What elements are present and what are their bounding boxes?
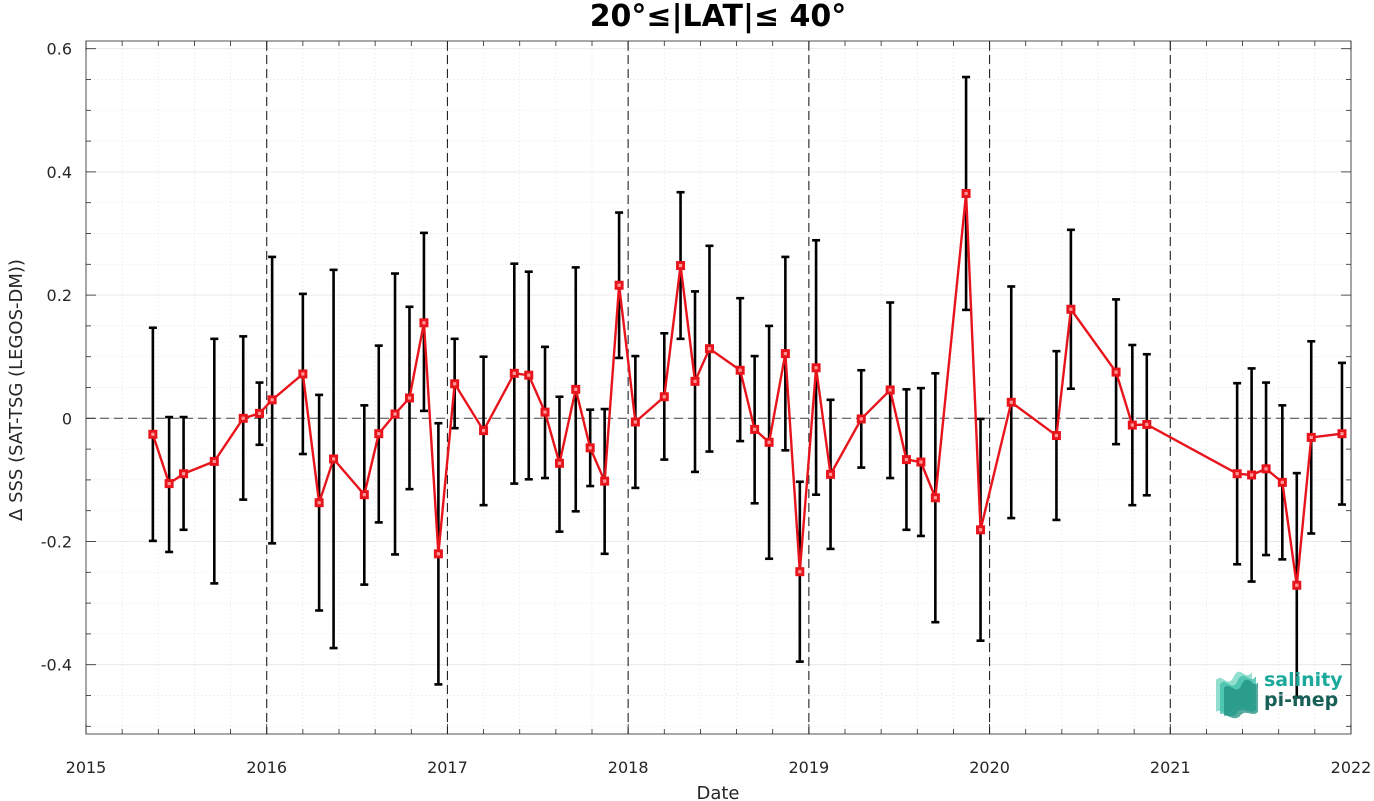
data-point-highlight — [167, 481, 171, 486]
data-point-highlight — [588, 446, 592, 450]
data-point-highlight — [767, 440, 771, 444]
series-line — [151, 193, 1343, 586]
logo-line-1: salinity — [1264, 669, 1343, 691]
data-point-highlight — [633, 420, 637, 424]
chart-title: 20°≤|LAT|≤ 40° — [590, 0, 847, 34]
data-point-highlight — [212, 459, 216, 464]
data-point-highlight — [753, 427, 757, 431]
year-divider-lines — [266, 41, 1171, 734]
data-point-highlight — [978, 528, 983, 532]
data-point-highlight — [1009, 400, 1013, 404]
data-point-highlight — [783, 352, 787, 356]
y-tick-label: -0.2 — [41, 533, 72, 552]
data-point-highlight — [574, 387, 578, 391]
data-point-highlight — [362, 493, 366, 497]
data-point-highlight — [331, 457, 336, 461]
data-point-highlight — [904, 457, 909, 462]
data-point-highlight — [964, 191, 968, 196]
data-point-highlight — [317, 501, 321, 505]
y-tick-label: 0 — [62, 409, 72, 428]
data-point-highlight — [1114, 370, 1118, 374]
y-tick-label: 0.6 — [47, 40, 72, 59]
x-tick-label: 2018 — [608, 758, 649, 777]
data-point-highlight — [151, 432, 155, 436]
data-point-highlight — [407, 396, 412, 400]
data-point-highlight — [1295, 583, 1299, 587]
data-point-highlight — [1264, 467, 1268, 471]
data-point-highlight — [1069, 307, 1073, 311]
x-tick-label: 2015 — [66, 758, 107, 777]
data-point-highlight — [436, 552, 440, 556]
data-point-highlight — [453, 382, 457, 386]
x-tick-label: 2021 — [1150, 758, 1191, 777]
data-point-highlight — [1235, 472, 1239, 476]
data-point-highlight — [527, 373, 531, 377]
data-point-highlight — [377, 432, 381, 436]
data-point-highlight — [933, 496, 937, 500]
x-tick-label: 2019 — [788, 758, 829, 777]
x-tick-label: 2020 — [969, 758, 1010, 777]
data-point-highlight — [301, 372, 305, 376]
data-point-highlight — [543, 410, 547, 414]
x-tick-label: 2016 — [246, 758, 287, 777]
wave-stack-icon — [1216, 671, 1258, 719]
data-point-highlight — [241, 416, 245, 420]
x-tick-labels: 2015 2016 2017 2018 2019 2020 2021 2022 — [66, 758, 1372, 777]
plot-area — [85, 40, 1352, 735]
x-tick-label: 2022 — [1331, 758, 1372, 777]
data-point-highlight — [1309, 435, 1313, 439]
data-point-highlight — [919, 460, 923, 464]
minor-grid — [86, 41, 1351, 734]
data-point-highlight — [393, 412, 397, 416]
x-axis-label: Date — [696, 783, 739, 801]
x-tick-label: 2017 — [427, 758, 468, 777]
data-point-highlight — [798, 570, 802, 574]
data-point-highlight — [828, 472, 833, 476]
data-point-highlight — [181, 472, 186, 476]
data-point-highlight — [1280, 480, 1284, 484]
data-point-highlight — [693, 379, 697, 383]
data-point-highlight — [662, 395, 666, 399]
y-tick-labels: -0.4 -0.2 0 0.2 0.4 0.6 — [41, 40, 72, 675]
y-tick-label: 0.2 — [47, 286, 72, 305]
y-tick-label: 0.4 — [47, 163, 72, 182]
data-point-highlight — [1130, 423, 1134, 427]
data-point-highlight — [859, 417, 863, 421]
data-point-highlight — [1340, 432, 1344, 436]
data-point-highlight — [257, 411, 262, 415]
data-point-highlight — [707, 347, 712, 351]
data-point-highlight — [1054, 433, 1059, 438]
logo-line-2: pi-mep — [1264, 689, 1338, 711]
data-point-highlight — [512, 371, 516, 375]
data-point-highlight — [738, 368, 742, 372]
data-point-highlight — [888, 388, 892, 392]
data-point-highlight — [1145, 422, 1149, 427]
data-point-highlight — [481, 429, 486, 433]
data-point-highlight — [270, 398, 274, 402]
data-point-highlight — [422, 321, 426, 325]
y-tick-label: -0.4 — [41, 656, 72, 675]
data-point-highlight — [603, 479, 607, 483]
data-point-highlight — [617, 283, 621, 287]
data-point-highlight — [557, 461, 562, 465]
data-point-highlight — [678, 263, 683, 268]
data-point-highlight — [1250, 473, 1254, 477]
y-axis-label: Δ SSS (SAT-TSG (LEGOS-DM)) — [6, 259, 27, 521]
data-markers — [148, 188, 1347, 590]
salinity-pi-mep-logo: salinity pi-mep — [1216, 669, 1343, 719]
axis-ticks — [85, 41, 1352, 734]
data-point-highlight — [814, 366, 818, 370]
